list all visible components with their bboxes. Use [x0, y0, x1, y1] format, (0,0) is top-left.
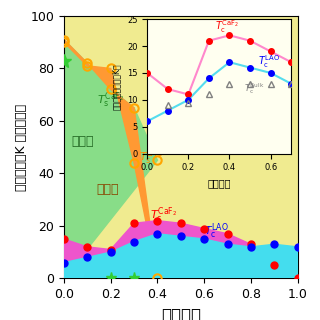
- Polygon shape: [64, 40, 157, 278]
- Polygon shape: [64, 221, 298, 278]
- Text: $T_{\rm c}^{\rm CaF_2}$: $T_{\rm c}^{\rm CaF_2}$: [215, 18, 239, 35]
- Polygon shape: [64, 40, 157, 278]
- Polygon shape: [64, 234, 298, 278]
- Text: $T_{\rm c}^{\rm CaF_2}$: $T_{\rm c}^{\rm CaF_2}$: [150, 206, 178, 225]
- Text: 正方晶: 正方晶: [176, 60, 208, 77]
- X-axis label: テルル量: テルル量: [161, 307, 201, 320]
- Y-axis label: 絶対温度（K ケルビン）: 絶対温度（K ケルビン）: [15, 104, 28, 191]
- Text: 直方晶: 直方晶: [97, 183, 119, 196]
- Text: $T_{\rm c}^{\rm Bulk}$: $T_{\rm c}^{\rm Bulk}$: [244, 81, 264, 96]
- Text: $T_{\rm c}^{\rm LAO}$: $T_{\rm c}^{\rm LAO}$: [204, 221, 229, 241]
- Text: $T_{\rm c}^{\rm LAO}$: $T_{\rm c}^{\rm LAO}$: [258, 53, 280, 70]
- X-axis label: テルル量: テルル量: [207, 178, 231, 188]
- Text: 直方晶: 直方晶: [71, 135, 93, 148]
- Y-axis label: 超伝導転移温度（K）: 超伝導転移温度（K）: [112, 63, 121, 110]
- Text: $T_{\rm s}^{\rm LAO}$: $T_{\rm s}^{\rm LAO}$: [139, 148, 164, 167]
- Text: $T_{\rm s}^{\rm CaF_2}$: $T_{\rm s}^{\rm CaF_2}$: [97, 90, 124, 110]
